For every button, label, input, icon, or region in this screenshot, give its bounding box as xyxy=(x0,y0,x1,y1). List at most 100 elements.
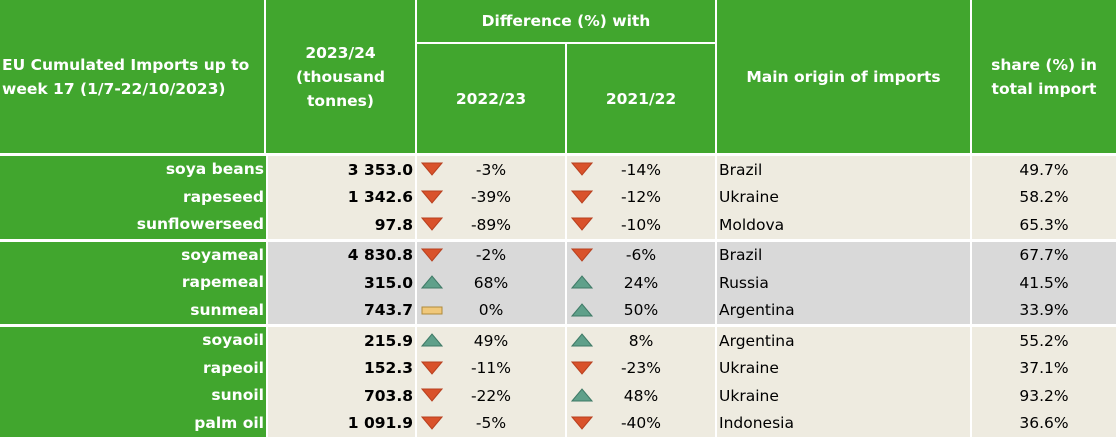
volume-cell: 315.0 xyxy=(266,269,415,297)
volume-cell: 743.7 xyxy=(266,296,415,324)
diff-2021-22-cell: -6% xyxy=(565,241,715,269)
diff-2021-22-cell: 24% xyxy=(565,269,715,297)
diff-value: 24% xyxy=(623,273,659,292)
diff-2022-23-cell: 49% xyxy=(415,327,565,355)
table-row: rapemeal 315.0 68% 24% Russia 41.5% xyxy=(0,269,1116,297)
volume-cell: 4 830.8 xyxy=(266,241,415,269)
diff-2022-23-cell: -39% xyxy=(415,183,565,211)
diff-2021-22-cell: 48% xyxy=(565,382,715,410)
diff-2021-22-cell: -23% xyxy=(565,354,715,382)
share-cell: 65.3% xyxy=(970,211,1116,239)
table-row: sunmeal 743.7 0% 50% Argentina 33.9% xyxy=(0,296,1116,324)
diff-2021-22-cell: 8% xyxy=(565,327,715,355)
share-cell: 37.1% xyxy=(970,354,1116,382)
volume-cell: 3 353.0 xyxy=(266,156,415,184)
volume-cell: 1 342.6 xyxy=(266,183,415,211)
diff-value: -23% xyxy=(620,359,662,378)
diff-value: -14% xyxy=(620,160,662,179)
diff-2021-22-cell: -14% xyxy=(565,156,715,184)
product-name: palm oil xyxy=(0,409,266,437)
diff-2022-23-cell: -5% xyxy=(415,409,565,437)
share-cell: 55.2% xyxy=(970,327,1116,355)
origin-cell: Ukraine xyxy=(715,183,970,211)
share-cell: 41.5% xyxy=(970,269,1116,297)
table-row: rapeoil 152.3 -11% -23% Ukraine 37.1% xyxy=(0,354,1116,382)
diff-2021-22-cell: -40% xyxy=(565,409,715,437)
share-cell: 36.6% xyxy=(970,409,1116,437)
diff-2022-23-cell: 68% xyxy=(415,269,565,297)
header-difference: Difference (%) with xyxy=(417,0,715,42)
diff-value: 0% xyxy=(478,301,504,320)
table-row: sunflowerseed 97.8 -89% -10% Moldova 65.… xyxy=(0,211,1116,239)
row-group: soyameal 4 830.8 -2% -6% Brazil 67.7% ra… xyxy=(0,241,1116,324)
product-name: soyaoil xyxy=(0,327,266,355)
diff-2022-23-cell: -11% xyxy=(415,354,565,382)
table-row: palm oil 1 091.9 -5% -40% Indonesia 36.6… xyxy=(0,409,1116,437)
header-volume: 2023/24 (thousand tonnes) xyxy=(266,0,415,153)
row-group: soyaoil 215.9 49% 8% Argentina 55.2% rap… xyxy=(0,327,1116,437)
diff-value: 48% xyxy=(623,386,659,405)
origin-cell: Brazil xyxy=(715,156,970,184)
product-name: soya beans xyxy=(0,156,266,184)
diff-2021-22-cell: -10% xyxy=(565,211,715,239)
origin-cell: Argentina xyxy=(715,296,970,324)
diff-value: -6% xyxy=(625,246,657,265)
share-cell: 58.2% xyxy=(970,183,1116,211)
volume-cell: 215.9 xyxy=(266,327,415,355)
diff-2022-23-cell: -2% xyxy=(415,241,565,269)
diff-value: -3% xyxy=(475,160,507,179)
origin-cell: Moldova xyxy=(715,211,970,239)
table-row: sunoil 703.8 -22% 48% Ukraine 93.2% xyxy=(0,382,1116,410)
table-row: soyameal 4 830.8 -2% -6% Brazil 67.7% xyxy=(0,241,1116,269)
diff-2022-23-cell: -3% xyxy=(415,156,565,184)
origin-cell: Ukraine xyxy=(715,382,970,410)
product-name: sunoil xyxy=(0,382,266,410)
product-name: soyameal xyxy=(0,241,266,269)
header-share: share (%) in total import xyxy=(972,0,1116,153)
volume-cell: 703.8 xyxy=(266,382,415,410)
diff-value: -5% xyxy=(475,414,507,433)
origin-cell: Indonesia xyxy=(715,409,970,437)
diff-value: -22% xyxy=(470,386,512,405)
diff-value: -12% xyxy=(620,188,662,207)
origin-cell: Russia xyxy=(715,269,970,297)
diff-value: -89% xyxy=(470,215,512,234)
table-row: rapeseed 1 342.6 -39% -12% Ukraine 58.2% xyxy=(0,183,1116,211)
diff-value: -40% xyxy=(620,414,662,433)
header-2022-23: 2022/23 xyxy=(417,44,565,153)
share-cell: 93.2% xyxy=(970,382,1116,410)
origin-cell: Argentina xyxy=(715,327,970,355)
header-origin: Main origin of imports xyxy=(717,0,970,153)
diff-value: 8% xyxy=(628,331,654,350)
diff-value: 50% xyxy=(623,301,659,320)
diff-2022-23-cell: 0% xyxy=(415,296,565,324)
diff-value: -11% xyxy=(470,359,512,378)
diff-value: -10% xyxy=(620,215,662,234)
product-name: rapemeal xyxy=(0,269,266,297)
diff-value: 68% xyxy=(473,273,509,292)
table-row: soya beans 3 353.0 -3% -14% Brazil 49.7% xyxy=(0,156,1116,184)
diff-value: -39% xyxy=(470,188,512,207)
volume-cell: 97.8 xyxy=(266,211,415,239)
origin-cell: Brazil xyxy=(715,241,970,269)
header-2021-22: 2021/22 xyxy=(567,44,715,153)
diff-2021-22-cell: -12% xyxy=(565,183,715,211)
table-row: soyaoil 215.9 49% 8% Argentina 55.2% xyxy=(0,327,1116,355)
diff-value: 49% xyxy=(473,331,509,350)
share-cell: 33.9% xyxy=(970,296,1116,324)
product-name: sunmeal xyxy=(0,296,266,324)
product-name: rapeseed xyxy=(0,183,266,211)
product-name: sunflowerseed xyxy=(0,211,266,239)
data-table: soya beans 3 353.0 -3% -14% Brazil 49.7%… xyxy=(0,156,1116,440)
volume-cell: 1 091.9 xyxy=(266,409,415,437)
diff-2022-23-cell: -89% xyxy=(415,211,565,239)
diff-2022-23-cell: -22% xyxy=(415,382,565,410)
product-name: rapeoil xyxy=(0,354,266,382)
diff-2021-22-cell: 50% xyxy=(565,296,715,324)
diff-value: -2% xyxy=(475,246,507,265)
share-cell: 67.7% xyxy=(970,241,1116,269)
row-group: soya beans 3 353.0 -3% -14% Brazil 49.7%… xyxy=(0,156,1116,239)
origin-cell: Ukraine xyxy=(715,354,970,382)
share-cell: 49.7% xyxy=(970,156,1116,184)
header-title: EU Cumulated Imports up to week 17 (1/7-… xyxy=(0,0,264,153)
